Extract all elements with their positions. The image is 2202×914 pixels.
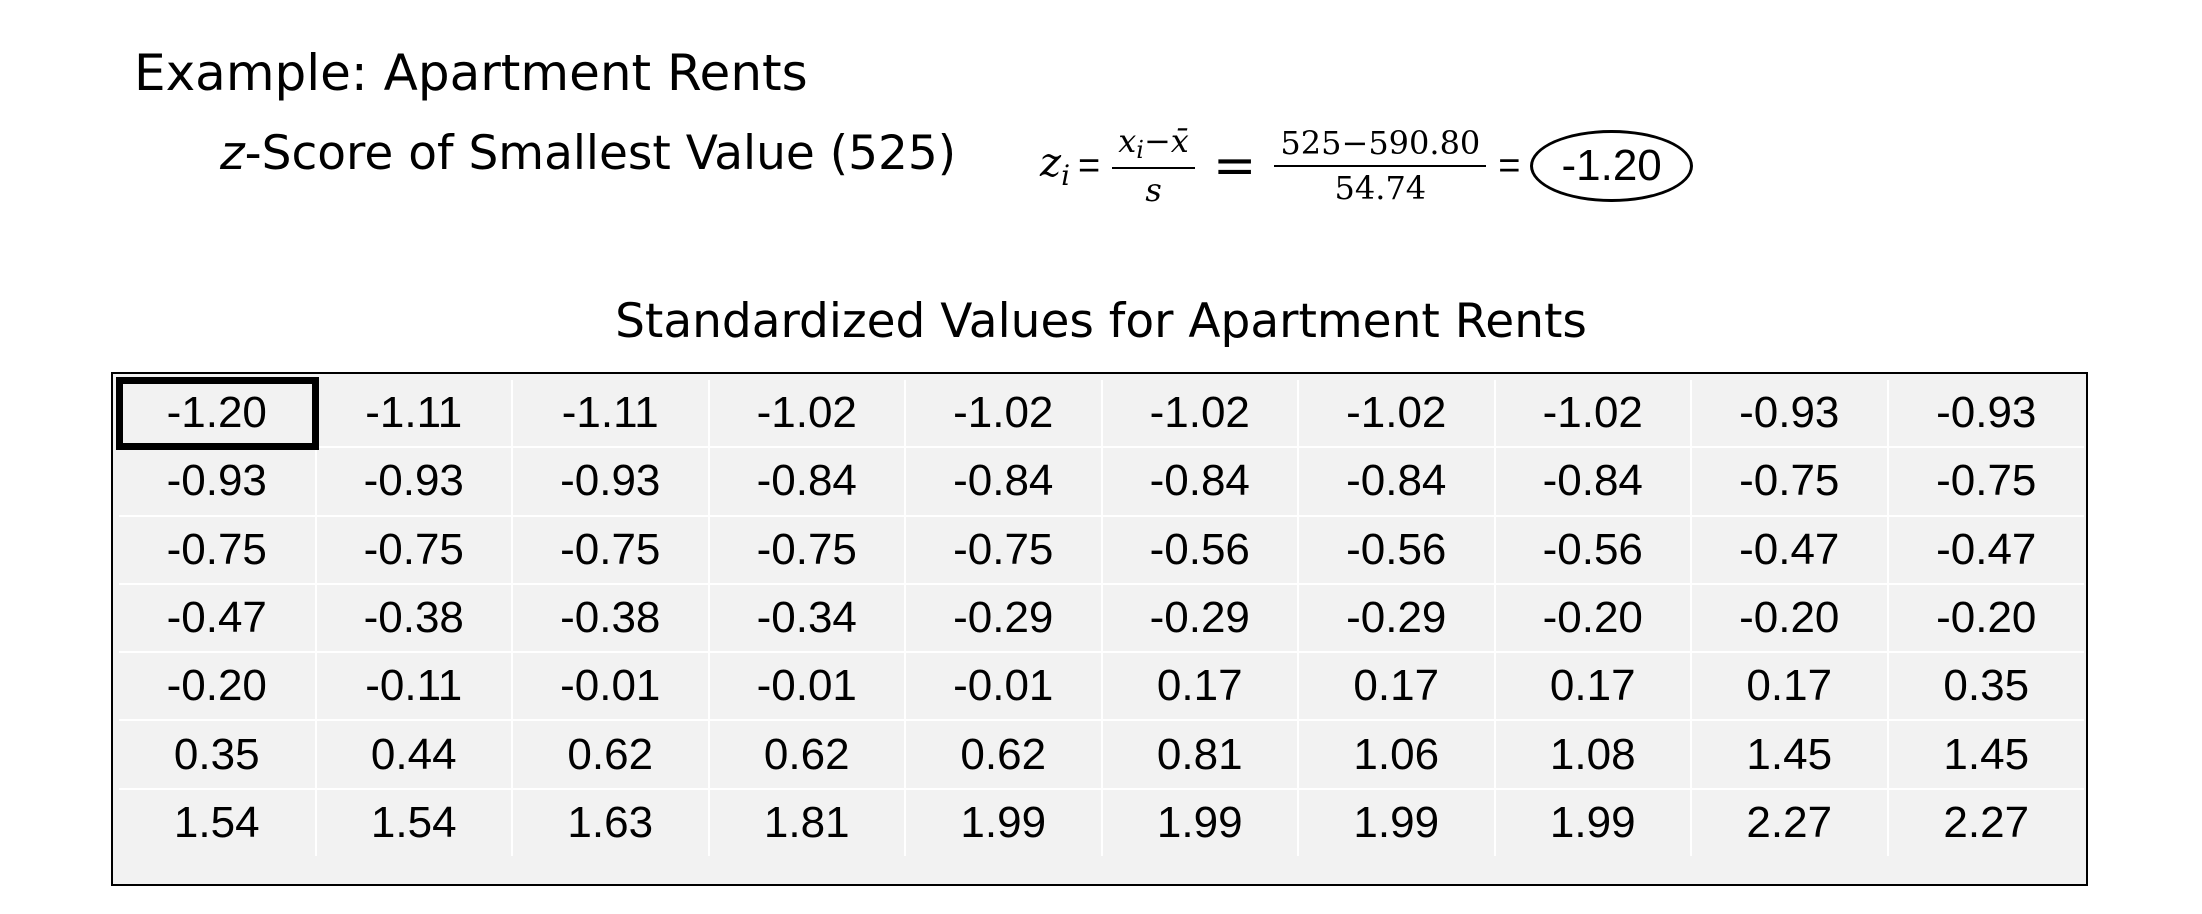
- table-cell: 1.08: [1494, 720, 1692, 790]
- formula-lhs: zi: [1040, 140, 1071, 192]
- table-cell: 0.35: [119, 720, 317, 790]
- table-cell: 2.27: [1691, 788, 1889, 857]
- table-cell: -0.38: [315, 583, 513, 654]
- table-cell: -0.56: [1494, 515, 1692, 585]
- table-cell: 0.17: [1691, 652, 1889, 722]
- table-row: -0.93 -0.93 -0.93 -0.84 -0.84 -0.84 -0.84 -0.84…: [119, 447, 2084, 517]
- table-cell: -0.93: [119, 447, 317, 517]
- table-cell: 0.17: [1494, 652, 1692, 722]
- table-cell: -0.01: [708, 652, 906, 722]
- table-cell: -1.11: [315, 380, 513, 449]
- table-row: -0.20 -0.11 -0.01 -0.01 -0.01 0.17 0.17 0.17 0.1…: [119, 652, 2084, 722]
- table-cell: -0.84: [1101, 447, 1299, 517]
- table-cell: -0.20: [1887, 583, 2084, 654]
- formula-fraction-symbolic: xi−x̄ s: [1112, 123, 1195, 210]
- table-cell: -0.29: [1298, 583, 1496, 654]
- formula-fraction-numeric: 525−590.80 54.74: [1274, 125, 1487, 207]
- table-cell: -0.93: [512, 447, 710, 517]
- z-score-formula: zi = xi−x̄ s = 525−590.80 54.74 = -1.20: [1040, 118, 1693, 214]
- table-cell: 0.35: [1887, 652, 2084, 722]
- table-cell: -0.84: [1494, 447, 1692, 517]
- table-cell: -0.47: [1691, 515, 1889, 585]
- table-cell: -0.47: [119, 583, 317, 654]
- table-cell: 1.45: [1691, 720, 1889, 790]
- highlighted-cell: -1.20: [116, 376, 319, 451]
- slide-heading: Example: Apartment Rents: [134, 44, 808, 102]
- table-row: 0.35 0.44 0.62 0.62 0.62 0.81 1.06 1.08 1.45 1.45: [119, 720, 2084, 790]
- table-cell: -1.02: [1298, 380, 1496, 449]
- table-cell: -0.38: [512, 583, 710, 654]
- table-cell: -0.20: [1691, 583, 1889, 654]
- standardized-values-table: -1.20 -1.11 -1.11 -1.02 -1.02 -1.02 -1.02 -1.02…: [111, 372, 2088, 886]
- table-cell: 1.63: [512, 788, 710, 857]
- table-cell: -0.84: [1298, 447, 1496, 517]
- table-cell: 0.44: [315, 720, 513, 790]
- table-row: 1.54 1.54 1.63 1.81 1.99 1.99 1.99 1.99 2.27 2.27: [119, 788, 2084, 857]
- table-cell: -0.56: [1101, 515, 1299, 585]
- table-cell: -0.75: [315, 515, 513, 585]
- table-cell: 1.99: [1298, 788, 1496, 857]
- table-cell: 0.62: [905, 720, 1103, 790]
- table-cell: -0.34: [708, 583, 906, 654]
- table-cell: 1.99: [905, 788, 1103, 857]
- table-cell: -0.75: [708, 515, 906, 585]
- table-cell: 2.27: [1943, 797, 2030, 847]
- table-cell: 1.54: [315, 788, 513, 857]
- table-cell: 0.81: [1101, 720, 1299, 790]
- table-cell: 1.54: [119, 788, 317, 857]
- table-cell: -0.84: [905, 447, 1103, 517]
- table-cell: -0.01: [905, 652, 1103, 722]
- table-cell: -0.75: [512, 515, 710, 585]
- formula-denominator-numeric: 54.74: [1334, 169, 1427, 207]
- table-cell: 1.06: [1298, 720, 1496, 790]
- table-cell: -0.75: [905, 515, 1103, 585]
- formula-equals-1: =: [1078, 144, 1101, 187]
- table-cell: -0.47: [1887, 515, 2084, 585]
- subheading-text: -Score of Smallest Value (525): [244, 126, 957, 181]
- table-cell: -1.02: [708, 380, 906, 449]
- table-cell: -0.11: [315, 652, 513, 722]
- formula-numerator-numeric: 525−590.80: [1274, 125, 1487, 167]
- formula-numerator-symbolic: xi−x̄: [1112, 123, 1195, 170]
- table-cell: -0.75: [119, 515, 317, 585]
- table-cell: 0.62: [512, 720, 710, 790]
- table-cell: -0.84: [708, 447, 906, 517]
- table-cell: -0.29: [1101, 583, 1299, 654]
- table-cell: -0.01: [512, 652, 710, 722]
- formula-equals-2: =: [1212, 136, 1257, 196]
- table-row: -0.47 -0.38 -0.38 -0.34 -0.29 -0.29 -0.29 -0.20…: [119, 583, 2084, 654]
- table-cell: -0.56: [1298, 515, 1496, 585]
- formula-lhs-subscript: i: [1061, 159, 1071, 192]
- formula-result-circled: -1.20: [1530, 130, 1693, 202]
- table-cell: 1.99: [1494, 788, 1692, 857]
- table-row: -0.75 -0.75 -0.75 -0.75 -0.75 -0.56 -0.56 -0.56…: [119, 515, 2084, 585]
- table-cell: -1.11: [512, 380, 710, 449]
- table-cell: 1.81: [708, 788, 906, 857]
- slide-subheading: z-Score of Smallest Value (525): [220, 130, 956, 177]
- formula-equals-3: =: [1498, 144, 1521, 187]
- table-cell: -1.02: [905, 380, 1103, 449]
- table-cell: -0.75: [1887, 447, 2084, 517]
- table-cell: 0.62: [708, 720, 906, 790]
- table-cell: -0.93: [315, 447, 513, 517]
- table-cell: -0.75: [1691, 447, 1889, 517]
- table-cell: -0.20: [1494, 583, 1692, 654]
- table-cell: -0.29: [905, 583, 1103, 654]
- formula-denominator-symbolic: s: [1145, 171, 1162, 210]
- table-cell: 0.17: [1101, 652, 1299, 722]
- table-cell: -0.20: [119, 652, 317, 722]
- table-cell: 1.45: [1887, 720, 2084, 790]
- table-cell: -0.93: [1691, 380, 1889, 449]
- table-title: Standardized Values for Apartment Rents: [615, 294, 1587, 349]
- table-cell: -1.02: [1494, 380, 1692, 449]
- table-cell: -1.02: [1101, 380, 1299, 449]
- values-grid: -1.20 -1.11 -1.11 -1.02 -1.02 -1.02 -1.02 -1.02…: [116, 376, 2084, 857]
- table-cell: 0.17: [1298, 652, 1496, 722]
- table-cell: 1.99: [1101, 788, 1299, 857]
- subheading-z: z: [220, 126, 245, 181]
- table-row: -1.20 -1.11 -1.11 -1.02 -1.02 -1.02 -1.02 -1.02…: [116, 376, 2084, 451]
- table-cell: -0.93: [1887, 380, 2084, 449]
